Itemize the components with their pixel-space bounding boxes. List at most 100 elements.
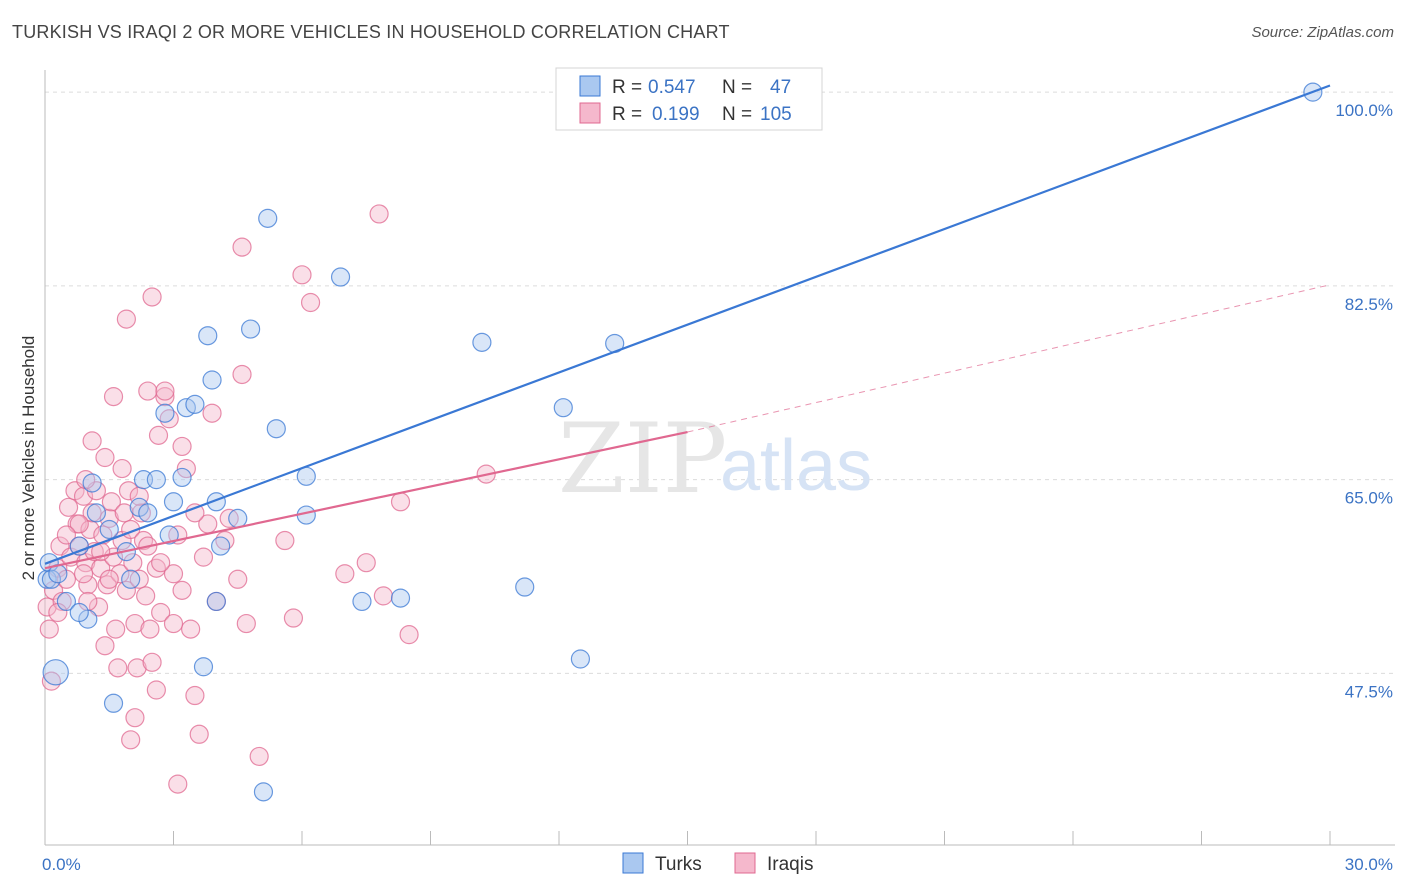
point-turks-41 <box>103 693 124 713</box>
point-iraqis-2 <box>41 671 62 691</box>
point-iraqis-71 <box>300 292 321 313</box>
point-iraqis-0 <box>37 597 57 617</box>
point-iraqis-88 <box>95 636 115 656</box>
bottom-legend-swatch-iraqis <box>734 852 756 874</box>
trend-lines <box>44 84 1331 570</box>
point-turks-24 <box>211 536 231 556</box>
point-turks-4 <box>56 591 77 612</box>
point-iraqis-72 <box>335 564 355 584</box>
point-iraqis-17 <box>82 503 102 523</box>
point-turks-35 <box>515 577 535 597</box>
watermark-zip: ZIP <box>558 403 727 515</box>
point-iraqis-56 <box>185 685 205 706</box>
point-iraqis-37 <box>125 613 145 634</box>
point-iraqis-87 <box>125 708 145 728</box>
point-iraqis-42 <box>136 586 156 606</box>
point-iraqis-8 <box>58 497 79 517</box>
point-iraqis-29 <box>108 658 128 678</box>
point-turks-25 <box>198 326 218 346</box>
point-iraqis-15 <box>78 575 98 595</box>
point-iraqis-102 <box>112 458 132 479</box>
correlation-legend: R = 0.547 N = 47 R = 0.199 N = 105 <box>555 67 823 131</box>
x-tick-label-1: 30.0% <box>1345 855 1393 874</box>
point-turks-11 <box>121 569 141 589</box>
point-iraqis-36 <box>123 553 143 573</box>
point-iraqis-74 <box>369 204 389 224</box>
point-iraqis-30 <box>110 564 130 584</box>
point-iraqis-101 <box>73 564 94 584</box>
point-iraqis-58 <box>193 547 214 567</box>
point-iraqis-53 <box>172 580 192 600</box>
point-turks-39 <box>206 591 226 612</box>
point-iraqis-82 <box>116 309 136 329</box>
point-iraqis-67 <box>249 746 269 767</box>
point-iraqis-44 <box>140 619 160 639</box>
point-iraqis-6 <box>52 591 72 612</box>
point-turks-17 <box>159 525 179 545</box>
point-iraqis-75 <box>373 586 393 606</box>
point-turks-26 <box>228 508 248 528</box>
point-iraqis-64 <box>228 569 248 589</box>
point-iraqis-49 <box>155 387 175 407</box>
point-iraqis-79 <box>232 237 252 257</box>
point-iraqis-94 <box>163 613 184 634</box>
y-tick-label-1: 65.0% <box>1345 489 1393 508</box>
point-iraqis-84 <box>155 381 175 401</box>
point-turks-28 <box>258 208 278 228</box>
y-tick-label-3: 100.0% <box>1335 101 1393 120</box>
point-iraqis-48 <box>151 602 171 623</box>
point-turks-32 <box>352 591 372 612</box>
point-iraqis-97 <box>99 569 119 589</box>
point-iraqis-45 <box>142 652 162 672</box>
bottom-legend-turks: Turks <box>655 854 702 875</box>
point-turks-15 <box>146 470 166 490</box>
point-iraqis-32 <box>114 503 134 523</box>
legend-n-label-iraqis: N = <box>722 104 752 125</box>
legend-swatch-turks <box>579 75 601 97</box>
point-turks-5 <box>42 659 69 686</box>
point-turks-8 <box>86 503 107 523</box>
point-turks-29 <box>266 419 286 439</box>
bottom-legend-swatch-turks <box>622 852 644 874</box>
point-turks-22 <box>202 370 222 390</box>
point-iraqis-1 <box>39 619 59 639</box>
point-turks-6 <box>69 536 89 556</box>
point-iraqis-43 <box>138 381 158 401</box>
legend-swatch-iraqis <box>579 102 601 124</box>
y-tick-label-0: 47.5% <box>1345 682 1393 701</box>
y-tick-labels: 47.5% 65.0% 82.5% 100.0% <box>1335 101 1393 701</box>
point-turks-27 <box>241 319 261 339</box>
x-tick-label-0: 0.0% <box>42 855 81 874</box>
point-iraqis-70 <box>292 265 312 285</box>
point-turks-18 <box>163 492 184 512</box>
point-iraqis-23 <box>95 447 115 468</box>
point-iraqis-54 <box>176 458 196 479</box>
trend-line-iraqis-extension <box>687 284 1331 433</box>
x-tick-labels: 0.0% 30.0% <box>42 855 1393 874</box>
point-iraqis-76 <box>390 492 411 512</box>
point-iraqis-60 <box>202 403 222 423</box>
point-iraqis-55 <box>181 619 201 639</box>
watermark: ZIP atlas <box>558 403 872 515</box>
point-iraqis-28 <box>106 619 126 639</box>
point-turks-16 <box>155 403 175 423</box>
point-iraqis-66 <box>236 613 256 634</box>
y-axis-title: 2 or more Vehicles in Household <box>19 336 38 581</box>
y-tick-label-2: 82.5% <box>1345 295 1393 314</box>
watermark-atlas: atlas <box>720 426 872 506</box>
point-iraqis-69 <box>283 608 304 628</box>
point-turks-7 <box>82 473 102 493</box>
point-iraqis-57 <box>189 724 209 744</box>
point-turks-36 <box>553 398 573 418</box>
point-iraqis-96 <box>185 503 205 523</box>
point-turks-42 <box>253 782 274 802</box>
point-iraqis-91 <box>56 525 77 545</box>
legend-r-value-turks: 0.547 <box>648 77 696 98</box>
point-iraqis-83 <box>82 431 102 451</box>
point-turks-14 <box>138 503 158 523</box>
gridlines <box>45 91 1395 674</box>
point-iraqis-77 <box>399 625 419 645</box>
point-iraqis-68 <box>275 530 295 551</box>
point-turks-46 <box>69 602 89 623</box>
